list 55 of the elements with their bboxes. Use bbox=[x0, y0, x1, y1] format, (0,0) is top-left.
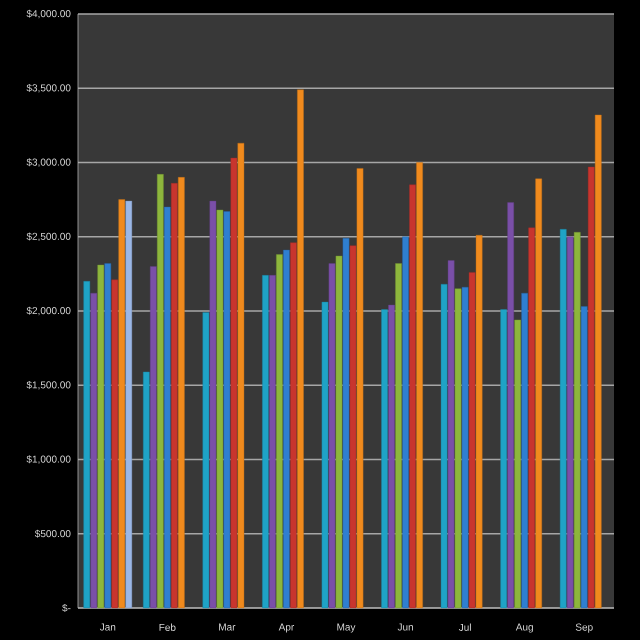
bar bbox=[297, 89, 304, 609]
bar bbox=[594, 114, 602, 609]
bar bbox=[580, 306, 588, 609]
bar bbox=[349, 245, 357, 609]
bar bbox=[573, 232, 581, 609]
bar bbox=[528, 227, 535, 609]
bar bbox=[269, 275, 276, 609]
bar bbox=[447, 260, 455, 609]
bar bbox=[500, 309, 507, 609]
bar bbox=[290, 242, 297, 609]
bar bbox=[535, 178, 542, 609]
bar bbox=[178, 177, 185, 609]
bar bbox=[125, 200, 133, 609]
bar bbox=[104, 263, 112, 609]
bar bbox=[328, 263, 336, 609]
bar bbox=[150, 266, 157, 609]
bar bbox=[335, 255, 343, 609]
bar bbox=[409, 184, 416, 609]
bar bbox=[461, 287, 469, 609]
bar bbox=[83, 281, 91, 609]
bar bbox=[223, 211, 231, 609]
bar bbox=[171, 183, 178, 609]
bar bbox=[164, 206, 171, 609]
bar bbox=[587, 166, 595, 609]
bar bbox=[395, 263, 402, 609]
bar bbox=[202, 312, 210, 609]
bar bbox=[514, 319, 521, 609]
bar bbox=[97, 264, 105, 609]
bar bbox=[356, 168, 364, 609]
bar bbox=[237, 142, 245, 609]
bar bbox=[209, 200, 217, 609]
bar bbox=[276, 254, 283, 609]
bar bbox=[468, 272, 476, 609]
bar bbox=[143, 371, 150, 609]
bar bbox=[262, 275, 269, 609]
bar bbox=[283, 249, 290, 609]
bar bbox=[566, 236, 574, 609]
bar bbox=[507, 202, 514, 609]
bar bbox=[216, 209, 224, 609]
bar bbox=[118, 199, 126, 609]
bar bbox=[157, 174, 164, 609]
bar bbox=[454, 288, 462, 609]
bar bbox=[475, 235, 483, 609]
bar bbox=[381, 309, 388, 609]
bar bbox=[416, 162, 423, 609]
bar bbox=[342, 238, 350, 609]
bar bbox=[402, 236, 409, 609]
bar bbox=[440, 284, 448, 609]
bar bbox=[521, 292, 528, 609]
bar bbox=[321, 301, 329, 609]
bar bbox=[230, 157, 238, 609]
bar bbox=[90, 292, 98, 609]
bar bbox=[559, 229, 567, 609]
bar bbox=[111, 279, 119, 609]
bar bbox=[388, 304, 395, 609]
